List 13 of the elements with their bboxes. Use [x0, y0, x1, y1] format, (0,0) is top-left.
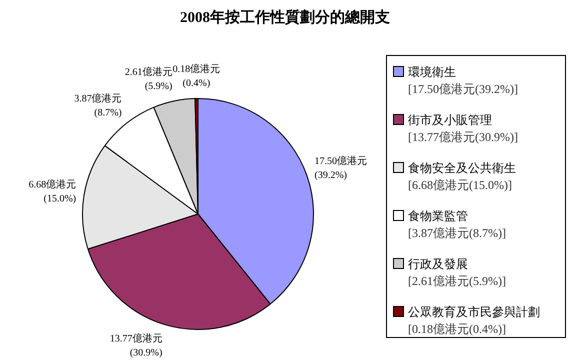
data-label: 2.61億港元 (5.9%)	[124, 66, 172, 92]
legend-label: 食物業監管 [3.87億港元(8.7%)]	[407, 208, 507, 242]
data-label: 17.50億港元 (39.2%)	[314, 154, 367, 181]
data-label: 13.77億港元 (30.9%)	[110, 332, 162, 358]
legend-label: 公眾教育及市民參與計劃 [0.18億港元(0.4%)]	[407, 304, 541, 338]
legend-label: 環境衛生 [17.50億港元(39.2%)]	[407, 64, 519, 98]
legend-label: 街市及小販管理 [13.77億港元(30.9%)]	[407, 112, 519, 146]
data-label: 3.87億港元 (8.7%)	[74, 92, 122, 118]
legend-label: 行政及發展 [2.61億港元(5.9%)]	[407, 256, 507, 290]
data-label: 6.68億港元 (15.0%)	[28, 178, 76, 204]
data-label: 0.18億港元 (0.4%)	[172, 63, 220, 90]
chart-title: 2008年按工作性質劃分的總開支	[179, 8, 391, 27]
legend-label: 食物安全及公共衛生 [6.68億港元(15.0%)]	[407, 160, 517, 194]
